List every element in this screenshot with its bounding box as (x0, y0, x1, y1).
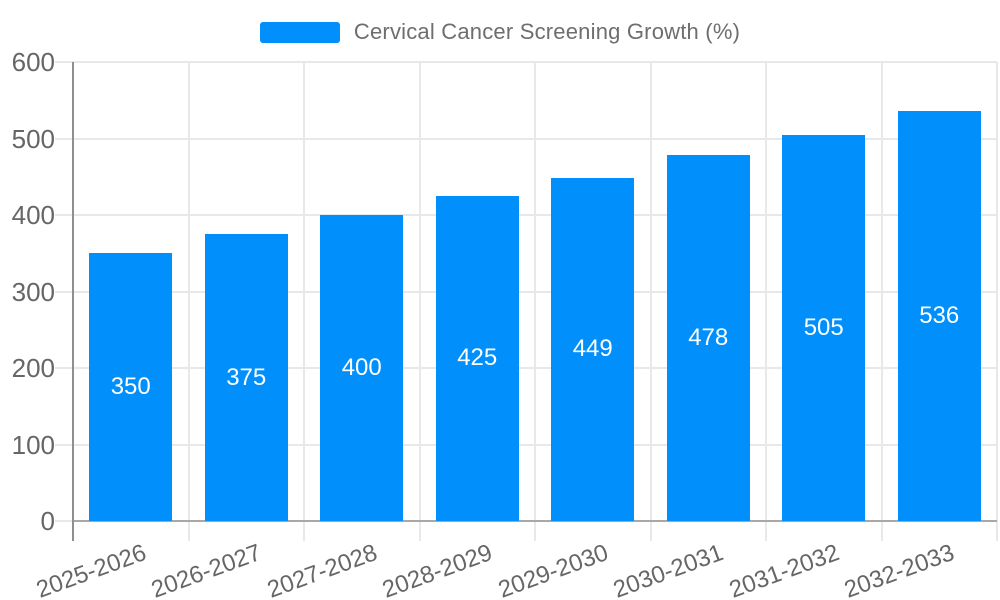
legend[interactable]: Cervical Cancer Screening Growth (%) (0, 19, 1000, 45)
bar[interactable] (320, 215, 404, 521)
gridline-vertical (996, 62, 998, 541)
bar[interactable] (435, 195, 519, 521)
y-axis-line (72, 62, 74, 541)
bar[interactable] (782, 134, 866, 521)
gridline-vertical (880, 62, 883, 541)
gridline-horizontal (55, 367, 997, 369)
y-axis-label: 300 (11, 276, 55, 307)
gridline-vertical (534, 62, 536, 541)
gridline-vertical (765, 62, 767, 541)
gridline-horizontal (55, 137, 997, 140)
y-axis-label: 200 (11, 353, 55, 383)
bar[interactable] (897, 110, 981, 521)
bar[interactable] (666, 155, 750, 521)
y-axis-label: 100 (11, 429, 55, 460)
y-axis-label: 400 (11, 200, 55, 230)
gridline-horizontal (55, 61, 997, 63)
y-axis-label: 0 (40, 506, 55, 536)
gridline-vertical (303, 62, 305, 541)
gridline-vertical (418, 62, 421, 541)
legend-swatch (259, 21, 340, 43)
bar[interactable] (551, 177, 635, 521)
bar[interactable] (89, 253, 173, 521)
gridline-vertical (187, 62, 190, 541)
gridline-horizontal (55, 290, 997, 293)
legend-label: Cervical Cancer Screening Growth (%) (353, 19, 741, 44)
gridline-horizontal (55, 214, 997, 216)
x-axis-line (73, 520, 997, 522)
bar[interactable] (204, 234, 288, 521)
y-axis-label: 500 (11, 123, 55, 154)
gridline-vertical (649, 62, 652, 541)
y-axis-label: 600 (11, 47, 55, 77)
gridline-horizontal (55, 443, 997, 446)
